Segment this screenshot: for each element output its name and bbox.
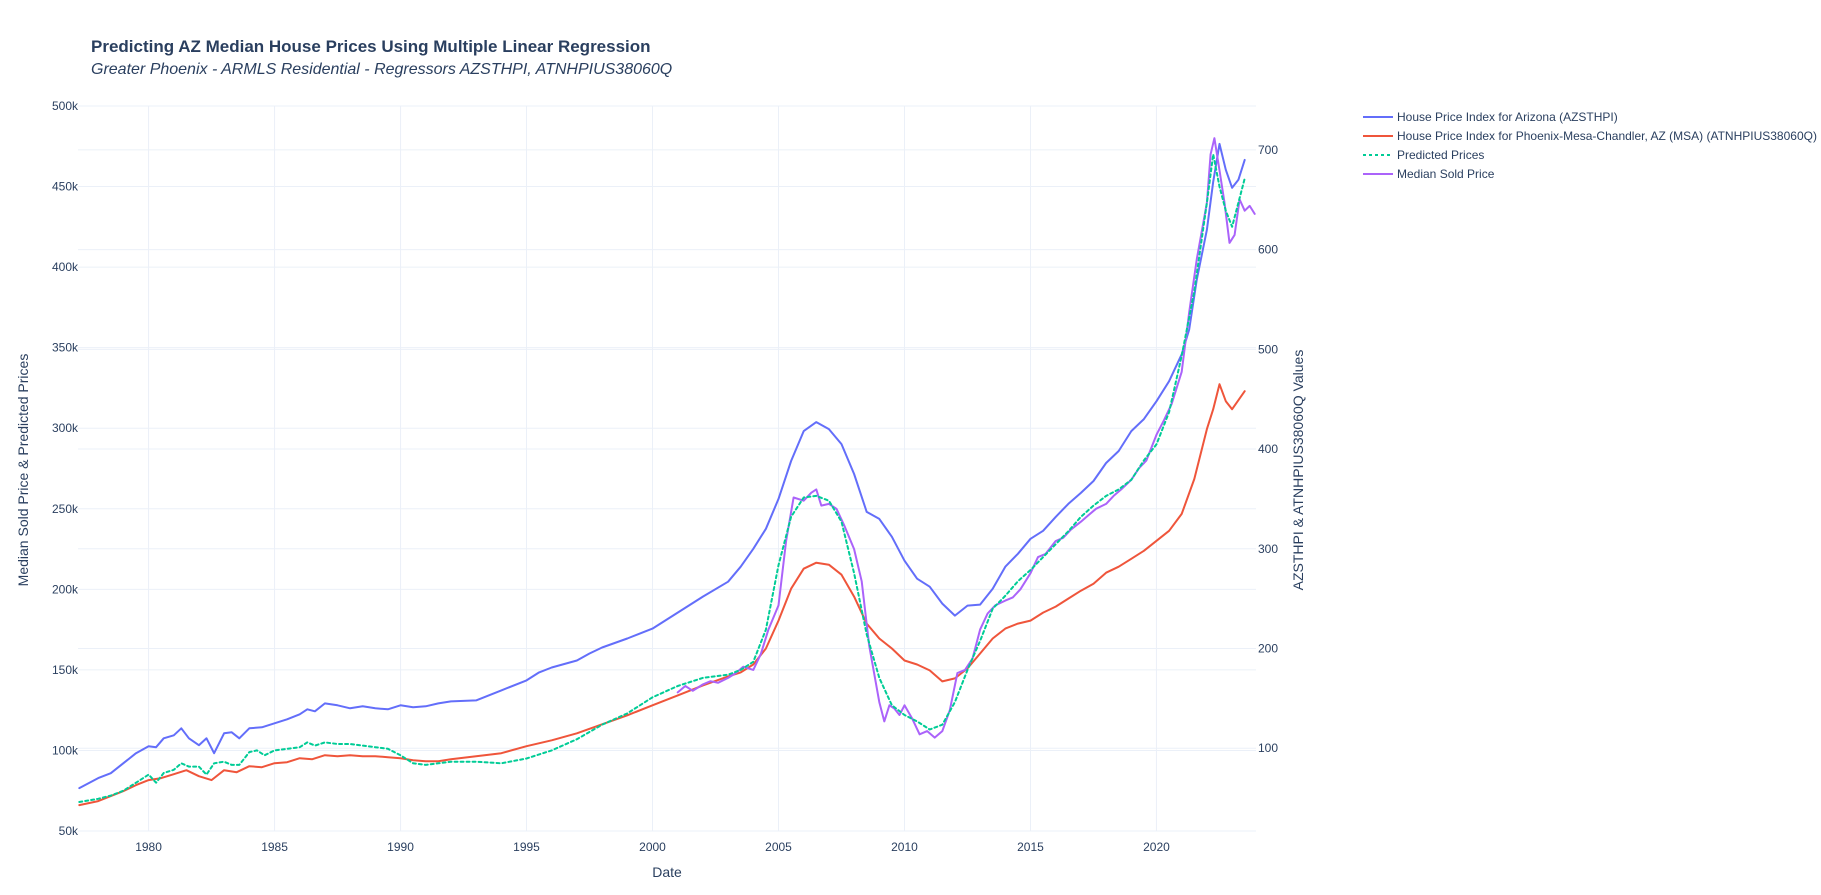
y-tick-label: 200k — [52, 582, 79, 596]
y2-tick-labels: 100 200 300 400 500 600 700 — [1258, 143, 1278, 755]
y-tick-label: 350k — [52, 341, 79, 355]
x-tick-label: 1995 — [513, 840, 540, 854]
y2-tick-label: 400 — [1258, 442, 1278, 456]
x-tick-labels: 1980 1985 1990 1995 2000 2005 2010 2015 2020 — [135, 840, 1170, 854]
y2-axis-title: AZSTHPI & ATNHPIUS38060Q Values — [1290, 350, 1306, 591]
y-tick-label: 50k — [59, 824, 79, 838]
y-tick-label: 150k — [52, 663, 79, 677]
y-tick-label: 250k — [52, 502, 79, 516]
x-tick-label: 1985 — [261, 840, 288, 854]
x-tick-label: 2020 — [1143, 840, 1170, 854]
y-gridlines — [78, 105, 1256, 832]
y2-tick-label: 200 — [1258, 642, 1278, 656]
y-axis-title: Median Sold Price & Predicted Prices — [15, 354, 31, 587]
y2-gridlines — [78, 149, 1256, 749]
series-line-3 — [676, 137, 1256, 739]
x-gridlines — [148, 106, 1157, 831]
legend-item-label: Predicted Prices — [1397, 148, 1484, 162]
x-tick-label: 2015 — [1017, 840, 1044, 854]
y2-tick-label: 700 — [1258, 143, 1278, 157]
y-tick-label: 500k — [52, 99, 79, 113]
y-tick-label: 300k — [52, 421, 79, 435]
y2-tick-label: 500 — [1258, 342, 1278, 356]
chart-title: Predicting AZ Median House Prices Using … — [91, 37, 651, 56]
y2-tick-label: 100 — [1258, 741, 1278, 755]
y2-tick-label: 600 — [1258, 243, 1278, 257]
y-tick-labels: 50k 100k 150k 200k 250k 300k 350k 400k 450k 500k — [52, 99, 79, 838]
x-tick-label: 2010 — [891, 840, 918, 854]
x-tick-label: 1980 — [135, 840, 162, 854]
y-tick-label: 400k — [52, 260, 79, 274]
x-tick-label: 1990 — [387, 840, 414, 854]
series-line-0 — [78, 142, 1246, 790]
chart-subtitle: Greater Phoenix - ARMLS Residential - Re… — [91, 61, 672, 78]
legend-item-label: House Price Index for Phoenix-Mesa-Chand… — [1397, 129, 1817, 143]
x-tick-label: 2000 — [639, 840, 666, 854]
plot-lines — [78, 137, 1256, 807]
y-tick-label: 450k — [52, 180, 79, 194]
legend: House Price Index for Arizona (AZSTHPI) H… — [1363, 110, 1817, 181]
legend-item-label: House Price Index for Arizona (AZSTHPI) — [1397, 110, 1618, 124]
x-axis-title: Date — [652, 864, 682, 880]
y-tick-label: 100k — [52, 743, 79, 757]
y2-tick-label: 300 — [1258, 542, 1278, 556]
x-tick-label: 2005 — [765, 840, 792, 854]
legend-item-label: Median Sold Price — [1397, 167, 1495, 181]
series-line-1 — [78, 383, 1246, 807]
series-line-2 — [78, 153, 1246, 803]
